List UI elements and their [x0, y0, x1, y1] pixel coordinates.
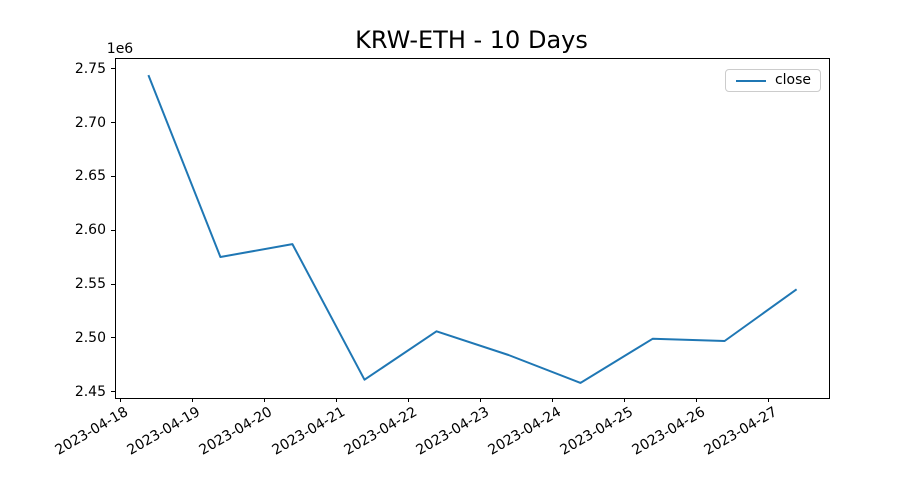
legend: close	[724, 69, 821, 92]
x-tick-mark	[191, 398, 193, 402]
x-tick-mark	[552, 398, 553, 402]
y-tick-label: 2.45	[74, 383, 106, 400]
x-tick-mark	[336, 398, 337, 402]
y-tick-mark	[111, 122, 115, 124]
y-tick-mark	[111, 229, 115, 231]
x-tick-mark	[263, 398, 265, 402]
x-tick-mark	[696, 398, 698, 402]
x-tick-mark	[119, 398, 121, 402]
y-tick-mark	[111, 337, 115, 339]
x-tick-mark	[480, 398, 481, 402]
y-axis-offset-label: 1e6	[106, 41, 134, 57]
x-tick-mark	[768, 398, 770, 402]
chart-title: KRW-ETH - 10 Days	[355, 26, 588, 54]
y-tick-mark	[111, 175, 115, 177]
close-price-line	[147, 74, 798, 384]
x-tick-mark	[408, 398, 409, 402]
y-tick-label: 2.70	[74, 114, 106, 131]
y-tick-label: 2.55	[74, 276, 106, 292]
y-tick-label: 2.50	[74, 329, 106, 346]
legend-label: close	[774, 72, 811, 88]
y-tick-mark	[111, 283, 115, 285]
y-tick-mark	[111, 391, 115, 393]
y-tick-mark	[111, 68, 115, 70]
y-tick-label: 2.60	[74, 222, 106, 239]
y-tick-label: 2.65	[74, 168, 106, 185]
line-chart-canvas	[147, 74, 798, 384]
plot-area: close	[115, 58, 830, 399]
y-tick-label: 2.75	[74, 60, 106, 77]
legend-line-sample-icon	[735, 79, 766, 82]
x-tick-mark	[624, 398, 625, 402]
